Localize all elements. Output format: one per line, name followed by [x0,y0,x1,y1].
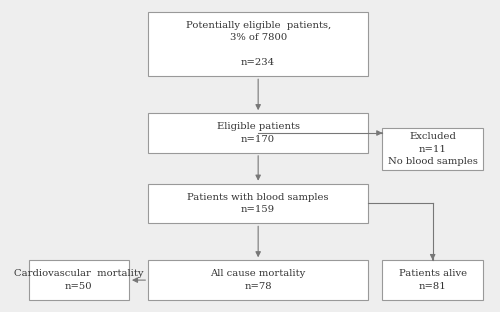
Text: Patients alive
n=81: Patients alive n=81 [398,269,466,291]
Text: Patients with blood samples
n=159: Patients with blood samples n=159 [188,193,329,214]
FancyBboxPatch shape [148,260,368,300]
Text: Excluded
n=11
No blood samples: Excluded n=11 No blood samples [388,132,478,166]
Text: Potentially eligible  patients,
3% of 7800

n=234: Potentially eligible patients, 3% of 780… [186,21,331,67]
FancyBboxPatch shape [148,183,368,223]
Text: Eligible patients
n=170: Eligible patients n=170 [216,122,300,144]
Text: All cause mortality
n=78: All cause mortality n=78 [210,269,306,291]
FancyBboxPatch shape [148,113,368,153]
Text: Cardiovascular  mortality
n=50: Cardiovascular mortality n=50 [14,269,143,291]
FancyBboxPatch shape [382,129,483,170]
FancyBboxPatch shape [148,12,368,76]
FancyBboxPatch shape [28,260,129,300]
FancyBboxPatch shape [382,260,483,300]
